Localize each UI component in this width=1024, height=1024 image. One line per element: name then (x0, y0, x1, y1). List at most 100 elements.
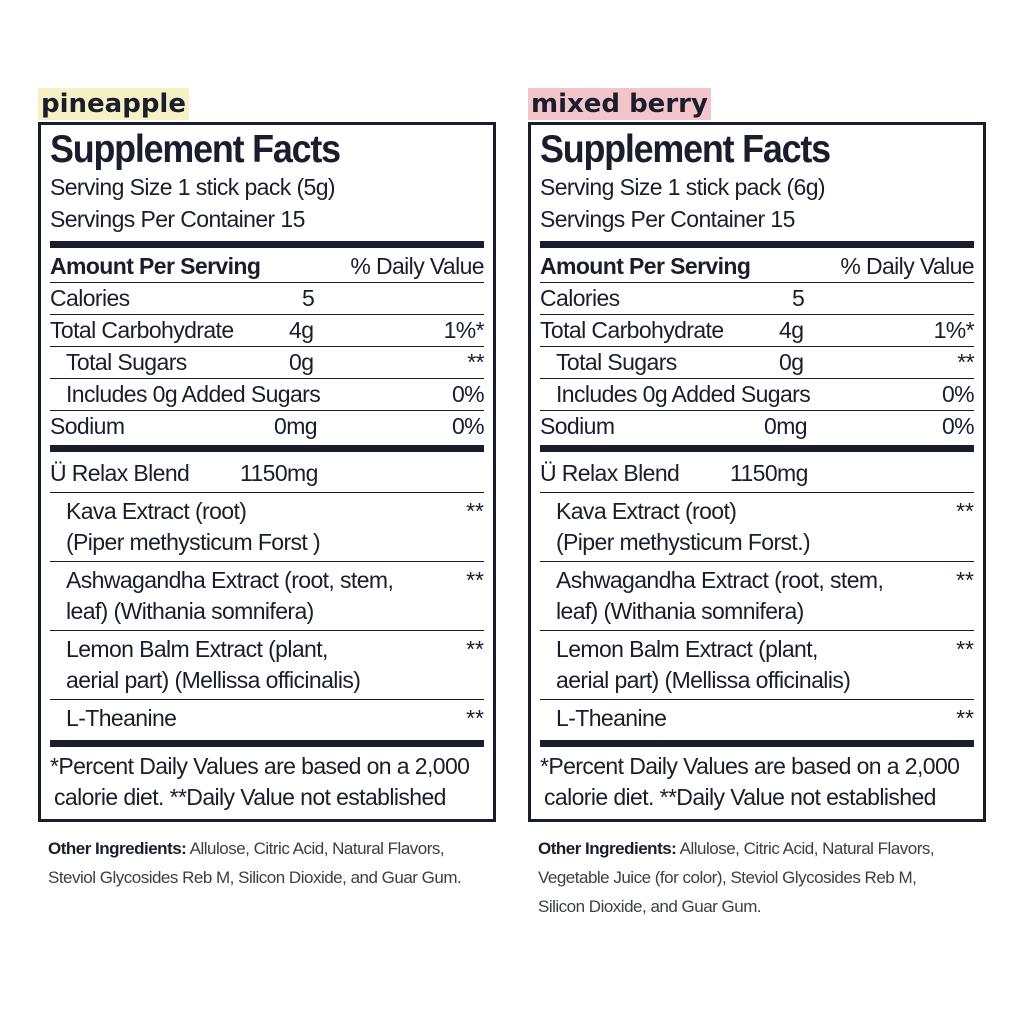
footnote: *Percent Daily Values are based on a 2,0… (540, 747, 974, 813)
ingredient-line: Lemon Balm Extract (plant, (66, 636, 328, 662)
pineapple-panel: pineapple Supplement Facts Serving Size … (38, 88, 496, 892)
ingredient-line: aerial part) (Mellissa officinalis) (66, 667, 361, 693)
nutrient-name: Calories (540, 285, 620, 311)
ingredient-dv: ** (466, 498, 484, 524)
thick-divider (50, 241, 484, 248)
servings-per-container: Servings Per Container 15 (540, 206, 795, 232)
footnote-line: *Percent Daily Values are based on a 2,0… (50, 753, 470, 779)
ingredient-row: Kava Extract (root) (Piper methysticum F… (50, 493, 484, 561)
nutrient-name: Total Sugars (66, 349, 187, 375)
ingredient-line: (Piper methysticum Forst ) (66, 529, 321, 555)
nutrient-dv: ** (467, 349, 484, 375)
nutrient-dv: 1%* (933, 317, 975, 343)
ingredient-dv: ** (956, 498, 974, 524)
nutrient-amount: 0mg (764, 413, 808, 439)
blend-amount: 1150mg (730, 460, 808, 486)
nutrient-amount: 4g (779, 317, 804, 343)
amount-header-row: Amount Per Serving % Daily Value (540, 248, 975, 282)
nutrient-row: Calories 5 (50, 283, 484, 314)
other-ingredients-text: Allulose, Citric Acid, Natural Flavors, (186, 839, 445, 858)
ingredient-dv: ** (466, 636, 484, 662)
flavor-title: mixed berry (528, 88, 711, 120)
other-ingredients-text: Allulose, Citric Acid, Natural Flavors, (676, 839, 935, 858)
blend-name: Ü Relax Blend (540, 460, 680, 486)
ingredient-line: L-Theanine (66, 705, 177, 731)
nutrient-amount: 5 (302, 285, 315, 311)
nutrient-row: Total Carbohydrate 4g 1%* (50, 315, 485, 346)
nutrient-row: Total Sugars 0g ** (50, 347, 485, 378)
nutrient-amount: 0g (779, 349, 804, 375)
footnote: *Percent Daily Values are based on a 2,0… (50, 747, 484, 813)
servings-per-container: Servings Per Container 15 (50, 206, 305, 232)
amount-header: Amount Per Serving (50, 253, 261, 279)
footnote-line: *Percent Daily Values are based on a 2,0… (540, 753, 960, 779)
ingredient-dv: ** (956, 636, 974, 662)
ingredient-line: Kava Extract (root) (556, 498, 737, 524)
nutrient-dv: 0% (941, 381, 975, 407)
other-ingredients: Other Ingredients: Allulose, Citric Acid… (528, 834, 986, 921)
nutrient-dv: 0% (451, 381, 485, 407)
ingredient-dv: ** (956, 567, 974, 593)
ingredient-row: Ashwagandha Extract (root, stem, leaf) (… (50, 562, 484, 630)
ingredient-line: Lemon Balm Extract (plant, (556, 636, 818, 662)
ingredient-dv: ** (466, 705, 484, 731)
blend-name: Ü Relax Blend (50, 460, 190, 486)
nutrient-amount: 4g (289, 317, 314, 343)
serving-size: Serving Size 1 stick pack (6g) (540, 174, 826, 200)
nutrient-name: Sodium (540, 413, 615, 439)
other-ingredients-text: Silicon Dioxide, and Guar Gum. (538, 897, 762, 916)
label-title: Supplement Facts (540, 128, 831, 171)
amount-header: Amount Per Serving (540, 253, 751, 279)
ingredient-line: leaf) (Withania somnifera) (556, 598, 804, 624)
serving-size: Serving Size 1 stick pack (5g) (50, 174, 336, 200)
blend-row: Ü Relax Blend 1150mg (540, 452, 974, 492)
nutrient-amount: 5 (792, 285, 805, 311)
nutrient-row: Sodium 0mg 0% (540, 411, 975, 442)
ingredient-row: Kava Extract (root) (Piper methysticum F… (540, 493, 974, 561)
ingredient-line: Ashwagandha Extract (root, stem, (66, 567, 394, 593)
ingredient-row: Ashwagandha Extract (root, stem, leaf) (… (540, 562, 974, 630)
mixed-berry-panel: mixed berry Supplement Facts Serving Siz… (528, 88, 986, 921)
dv-header: % Daily Value (350, 253, 484, 279)
other-ingredients-text: Steviol Glycosides Reb M, Silicon Dioxid… (48, 868, 462, 887)
nutrient-amount: 0mg (274, 413, 318, 439)
label-title: Supplement Facts (50, 128, 341, 171)
nutrient-dv: 1%* (443, 317, 485, 343)
other-ingredients-text: Vegetable Juice (for color), Steviol Gly… (538, 868, 917, 887)
nutrient-row: Sodium 0mg 0% (50, 411, 485, 442)
nutrient-name: Includes 0g Added Sugars (66, 381, 321, 407)
ingredient-row: Lemon Balm Extract (plant, aerial part) … (50, 631, 484, 699)
nutrient-name: Total Carbohydrate (540, 317, 724, 343)
nutrient-name: Sodium (50, 413, 125, 439)
amount-header-row: Amount Per Serving % Daily Value (50, 248, 485, 282)
flavor-title: pineapple (38, 88, 189, 120)
ingredient-line: leaf) (Withania somnifera) (66, 598, 314, 624)
ingredient-dv: ** (466, 567, 484, 593)
nutrient-row: Calories 5 (540, 283, 974, 314)
ingredient-line: Kava Extract (root) (66, 498, 247, 524)
ingredient-row: L-Theanine ** (50, 700, 484, 737)
ingredient-line: (Piper methysticum Forst.) (556, 529, 811, 555)
nutrient-name: Total Carbohydrate (50, 317, 234, 343)
nutrient-amount: 0g (289, 349, 314, 375)
nutrient-dv: 0% (451, 413, 485, 439)
ingredient-row: Lemon Balm Extract (plant, aerial part) … (540, 631, 974, 699)
ingredient-dv: ** (956, 705, 974, 731)
nutrient-dv: ** (957, 349, 974, 375)
nutrient-name: Calories (50, 285, 130, 311)
footnote-line: calorie diet. **Daily Value not establis… (54, 784, 446, 810)
nutrient-name: Total Sugars (556, 349, 677, 375)
nutrient-row: Total Carbohydrate 4g 1%* (540, 315, 975, 346)
ingredient-line: aerial part) (Mellissa officinalis) (556, 667, 851, 693)
ingredient-line: Ashwagandha Extract (root, stem, (556, 567, 884, 593)
other-ingredients-label: Other Ingredients: (538, 839, 677, 858)
nutrient-dv: 0% (941, 413, 975, 439)
dv-header: % Daily Value (840, 253, 974, 279)
supplement-facts-label: Supplement Facts Serving Size 1 stick pa… (528, 122, 986, 822)
other-ingredients: Other Ingredients: Allulose, Citric Acid… (38, 834, 496, 892)
ingredient-row: L-Theanine ** (540, 700, 974, 737)
blend-row: Ü Relax Blend 1150mg (50, 452, 484, 492)
nutrient-row: Includes 0g Added Sugars 0% (50, 379, 485, 410)
blend-amount: 1150mg (240, 460, 318, 486)
ingredient-line: L-Theanine (556, 705, 667, 731)
